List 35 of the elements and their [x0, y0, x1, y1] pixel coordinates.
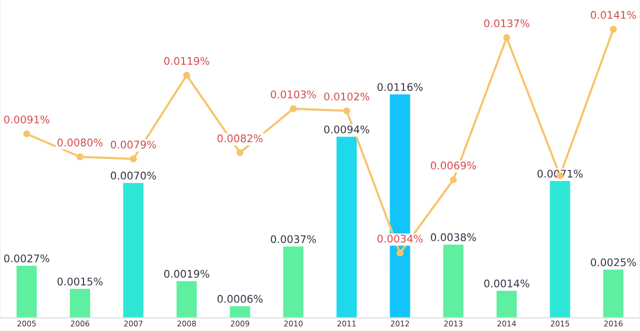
point — [76, 153, 84, 160]
point — [236, 149, 244, 156]
point — [450, 176, 457, 184]
point — [23, 130, 30, 138]
point — [130, 155, 137, 162]
bar — [550, 181, 570, 318]
data-label: 0.0079% — [110, 140, 156, 149]
data-label: 0.0025% — [590, 258, 636, 266]
point — [343, 107, 350, 114]
point — [503, 34, 510, 42]
data-label: 0.0103% — [270, 90, 316, 98]
bar — [336, 136, 357, 318]
data-label: 0.0102% — [324, 92, 370, 100]
data-label: 0.0116% — [378, 83, 423, 91]
data-label: 0.0091% — [4, 116, 50, 124]
point — [290, 105, 297, 112]
data-label: 0.0082% — [218, 134, 263, 142]
data-label: 0.0119% — [164, 57, 210, 65]
data-label: 0.0034% — [378, 234, 423, 243]
data-label: 0.0015% — [58, 278, 103, 286]
data-label: 0.0027% — [4, 254, 50, 262]
data-label: 0.0069% — [430, 162, 476, 170]
data-label: 0.0137% — [484, 19, 530, 28]
data-label: 0.0094% — [324, 125, 370, 134]
data-label: 0.0038% — [430, 233, 476, 242]
data-label: 0.0141% — [590, 11, 636, 19]
data-label: 0.0014% — [484, 280, 530, 288]
point — [396, 249, 404, 256]
data-label: 0.0019% — [164, 270, 210, 278]
data-label: 0.0070% — [110, 172, 156, 180]
point — [183, 72, 190, 79]
data-label: 0.0037% — [270, 235, 316, 244]
data-label: 0.0006% — [218, 294, 263, 303]
point — [610, 26, 617, 33]
data-label: 0.0080% — [58, 138, 103, 146]
